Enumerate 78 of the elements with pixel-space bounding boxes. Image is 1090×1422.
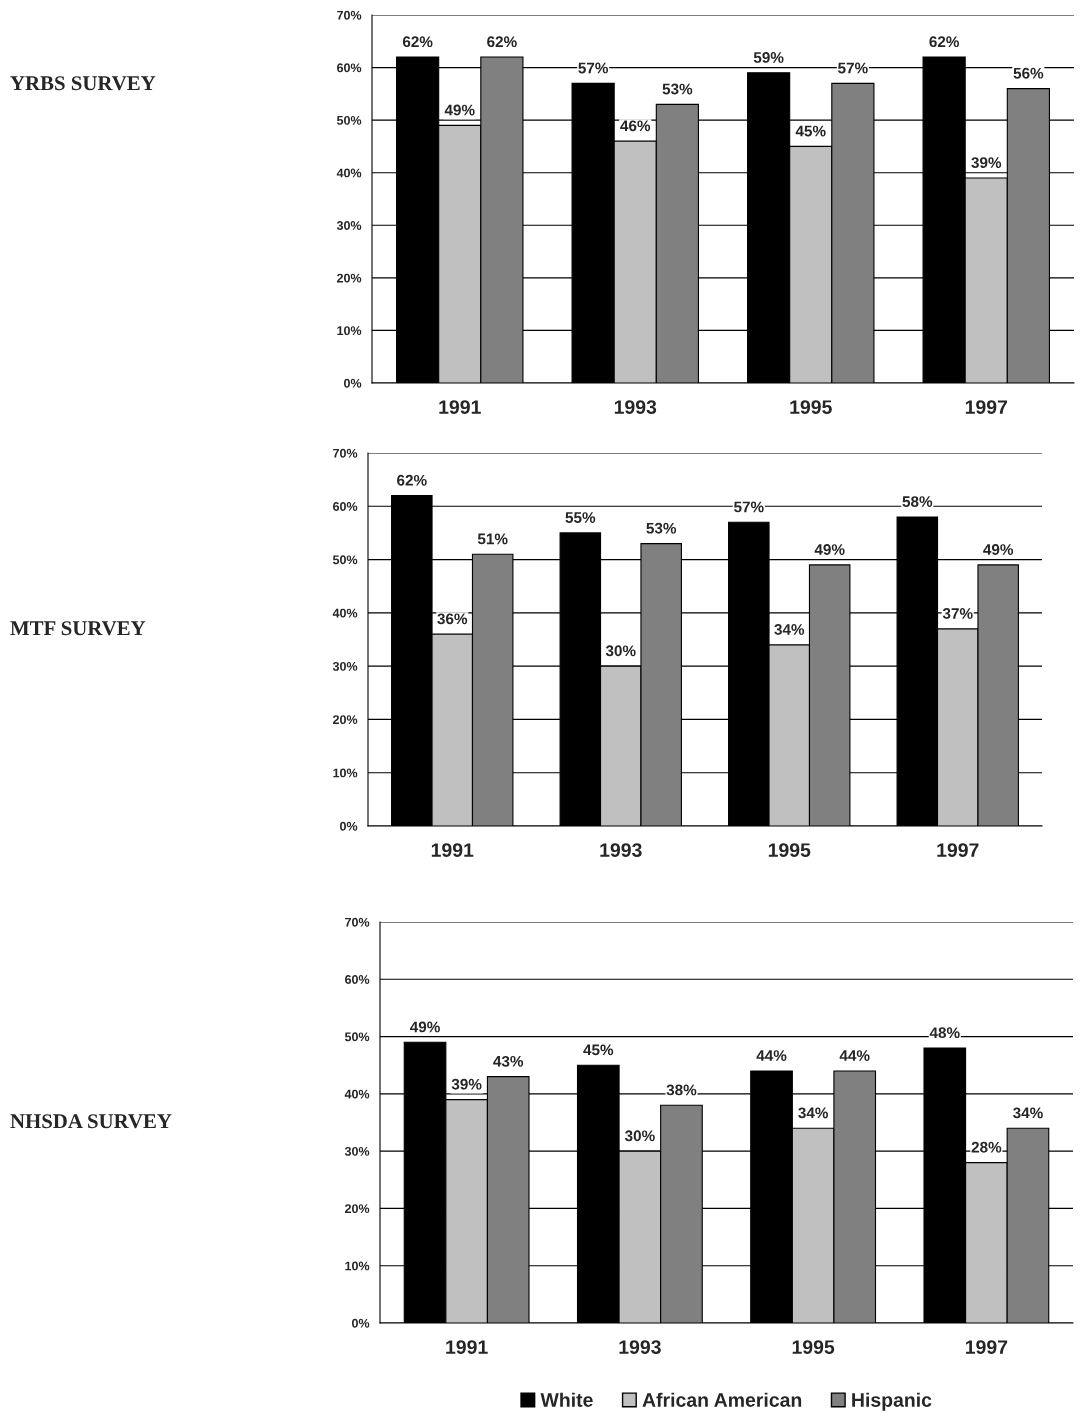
data-label: 38% [666, 1084, 697, 1096]
y-tick-label: 60% [337, 63, 362, 73]
data-label: 37% [942, 608, 973, 619]
data-label: 30% [605, 645, 636, 657]
data-label: 49% [409, 1021, 440, 1033]
x-tick-label: 1991 [439, 400, 481, 414]
y-tick-label: 70% [337, 10, 362, 20]
y-tick-label: 20% [337, 273, 362, 283]
data-label: 46% [620, 120, 651, 132]
x-tick-label: 1995 [790, 400, 832, 414]
x-tick-label: 1993 [600, 843, 642, 857]
data-label: 43% [493, 1055, 524, 1067]
y-tick-label: 0% [344, 378, 362, 388]
data-label: 48% [929, 1027, 960, 1039]
x-tick-label: 1997 [965, 400, 1008, 414]
x-tick-label: 1993 [619, 1340, 661, 1354]
data-label: 34% [774, 624, 805, 635]
x-tick-label: 1993 [614, 400, 657, 414]
legend-label: White [540, 1392, 593, 1407]
data-label: 58% [902, 496, 933, 507]
data-label: 53% [646, 522, 677, 534]
y-tick-label: 10% [337, 326, 362, 336]
legend-label: African American [642, 1392, 802, 1407]
data-label: 36% [437, 613, 468, 625]
y-tick-label: 30% [344, 1146, 370, 1156]
data-label: 49% [444, 104, 475, 116]
x-tick-label: 1997 [965, 1340, 1008, 1354]
y-tick-label: 20% [333, 715, 358, 725]
y-tick-label: 30% [332, 661, 358, 671]
data-label: 44% [756, 1050, 787, 1061]
data-label: 62% [397, 474, 427, 486]
data-label: 34% [798, 1107, 829, 1119]
data-label: 62% [402, 36, 433, 48]
y-tick-label: 60% [333, 502, 358, 511]
data-label: 62% [487, 36, 517, 48]
y-tick-label: 50% [344, 1032, 370, 1042]
data-label: 51% [477, 533, 508, 545]
x-tick-label: 1991 [446, 1340, 488, 1354]
data-label: 28% [971, 1141, 1002, 1153]
y-tick-label: 40% [344, 1089, 370, 1099]
y-tick-label: 30% [336, 221, 362, 230]
y-tick-label: 0% [340, 821, 358, 831]
x-tick-label: 1995 [792, 1340, 835, 1354]
y-axis-title: YRBS SURVEY [10, 76, 156, 91]
data-label: 30% [624, 1130, 655, 1142]
data-label: 53% [662, 83, 693, 95]
x-tick-label: 1995 [768, 843, 811, 857]
data-label: 57% [733, 501, 764, 513]
data-label: 56% [1013, 67, 1044, 79]
y-tick-label: 20% [345, 1204, 370, 1214]
y-axis-title: MTF SURVEY [10, 621, 146, 636]
data-label: 49% [814, 544, 845, 555]
y-tick-label: 70% [333, 448, 358, 458]
y-tick-label: 60% [345, 975, 370, 984]
y-tick-label: 70% [345, 917, 370, 927]
data-label: 49% [983, 544, 1014, 555]
data-label: 39% [451, 1078, 482, 1090]
data-label: 34% [1013, 1107, 1043, 1119]
y-tick-label: 40% [336, 168, 362, 178]
data-label: 45% [795, 125, 826, 137]
legend-label: Hispanic [852, 1392, 932, 1411]
data-label: 59% [753, 52, 784, 63]
y-axis-title: NHSDA SURVEY [10, 1114, 172, 1129]
data-label: 39% [971, 157, 1002, 169]
data-label: 44% [839, 1050, 870, 1061]
data-label: 62% [929, 36, 960, 48]
x-tick-label: 1991 [431, 843, 474, 857]
y-tick-label: 0% [352, 1318, 370, 1328]
data-label: 57% [838, 62, 868, 74]
data-label: 45% [583, 1044, 614, 1056]
y-tick-label: 50% [336, 115, 362, 125]
y-tick-label: 40% [332, 608, 358, 618]
data-label: 57% [578, 62, 609, 74]
y-tick-label: 10% [333, 768, 358, 778]
x-tick-label: 1997 [937, 843, 979, 857]
y-tick-label: 50% [332, 555, 358, 565]
y-tick-label: 10% [345, 1261, 370, 1271]
data-label: 55% [565, 512, 596, 523]
